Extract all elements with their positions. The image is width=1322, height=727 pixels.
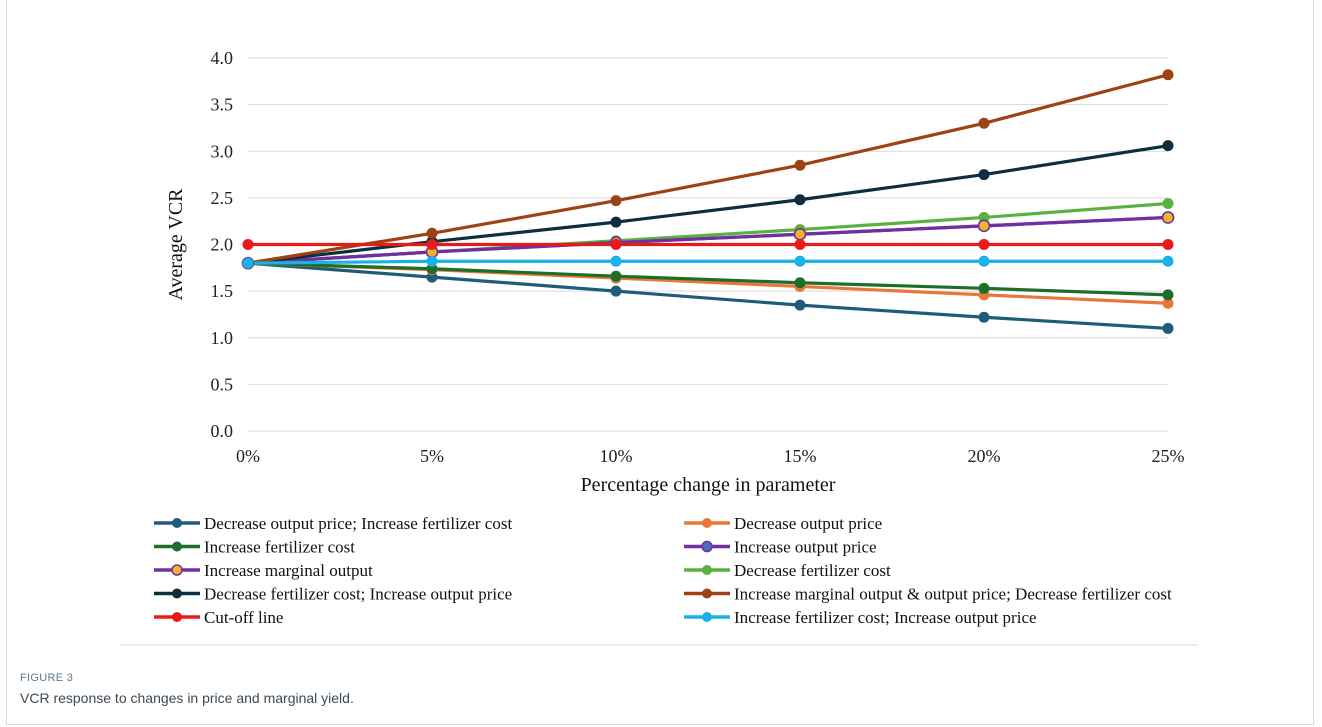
data-point: [978, 211, 990, 223]
y-tick-label: 0.0: [211, 421, 234, 441]
data-point: [794, 159, 806, 171]
data-point: [610, 216, 622, 228]
data-point: [426, 239, 438, 250]
data-point: [1162, 322, 1174, 334]
series-lines: [247, 73, 1169, 331]
series-markers: [241, 69, 1175, 334]
series-line: [247, 215, 1169, 265]
data-point: [794, 239, 806, 250]
figure-label: FIGURE 3: [20, 672, 74, 684]
figure-frame: [6, 0, 1314, 725]
data-point: [610, 195, 622, 207]
legend-label: Decrease fertilizer cost; Increase outpu…: [204, 585, 512, 604]
x-tick-labels: 0% 5% 10% 15% 20% 25%: [236, 446, 1185, 466]
legend-label: Decrease output price: [734, 514, 882, 533]
data-point: [978, 255, 990, 267]
legend-swatch-marker: [172, 518, 182, 528]
y-tick-label: 4.0: [211, 48, 234, 68]
legend-swatch-marker: [172, 588, 182, 599]
legend-swatch-marker: [172, 541, 182, 552]
y-tick-label: 1.0: [211, 328, 234, 348]
y-tick-label: 0.5: [211, 374, 234, 394]
data-point: [1162, 297, 1174, 309]
y-tick-label: 2.0: [211, 235, 234, 255]
legend-item: Cut-off line: [154, 608, 283, 627]
x-tick-label: 15%: [784, 446, 817, 466]
legend-item: Increase marginal output & output price;…: [684, 585, 1172, 604]
data-point: [426, 227, 438, 239]
data-point: [610, 239, 622, 250]
legend-item: Decrease fertilizer cost: [684, 561, 891, 580]
y-tick-label: 3.0: [211, 141, 234, 161]
legend-swatch-marker: [172, 612, 182, 622]
line-chart: 0.0 0.5 1.0 1.5 2.0 2.5 3.0 3.5 4.0 0% 5% 10% 15% 20…: [120, 48, 1198, 646]
data-point: [794, 194, 806, 206]
legend-item: Decrease fertilizer cost; Increase outpu…: [154, 585, 512, 604]
x-tick-label: 0%: [236, 446, 260, 466]
legend-item: Decrease output price; Increase fertiliz…: [154, 514, 512, 533]
data-point: [242, 257, 254, 269]
x-tick-label: 20%: [968, 446, 1001, 466]
y-tick-label: 1.5: [211, 281, 234, 301]
data-point: [794, 299, 806, 311]
data-point: [978, 282, 990, 294]
data-point: [1162, 140, 1174, 152]
legend: Decrease output price; Increase fertiliz…: [120, 514, 1198, 646]
data-point: [1162, 255, 1174, 267]
data-point: [794, 277, 806, 289]
data-point: [1162, 289, 1174, 301]
data-point: [610, 270, 622, 282]
legend-item: Increase marginal output: [154, 561, 373, 580]
data-point: [794, 255, 806, 267]
data-point: [610, 285, 622, 297]
y-tick-label: 2.5: [211, 188, 234, 208]
legend-swatch-marker: [702, 588, 712, 599]
data-point: [978, 311, 990, 323]
legend-item: Increase output price: [684, 538, 877, 557]
series-line: [247, 261, 1169, 297]
legend-label: Increase marginal output: [204, 561, 373, 580]
data-point: [1162, 69, 1174, 81]
x-tick-label: 25%: [1152, 446, 1185, 466]
legend-label: Increase fertilizer cost: [204, 538, 355, 557]
data-point: [610, 255, 622, 267]
legend-item: Decrease output price: [684, 514, 882, 533]
x-tick-label: 10%: [600, 446, 633, 466]
y-tick-labels: 0.0 0.5 1.0 1.5 2.0 2.5 3.0 3.5 4.0: [211, 48, 234, 441]
data-point: [978, 117, 990, 129]
data-point: [426, 255, 438, 267]
legend-swatch-marker: [701, 540, 713, 553]
legend-swatch-marker: [702, 565, 712, 575]
legend-swatch-marker: [702, 518, 712, 528]
legend-label: Increase fertilizer cost; Increase outpu…: [734, 608, 1037, 627]
y-tick-label: 3.5: [211, 95, 234, 115]
legend-swatch-marker: [702, 612, 712, 622]
data-point: [242, 239, 254, 250]
figure-caption: VCR response to changes in price and mar…: [20, 690, 354, 706]
data-point: [793, 227, 807, 241]
legend-label: Decrease fertilizer cost: [734, 561, 891, 580]
data-point: [1162, 197, 1174, 209]
series-line: [247, 259, 1168, 265]
data-point: [978, 239, 990, 250]
legend-item: Increase fertilizer cost; Increase outpu…: [684, 608, 1037, 627]
legend-label: Increase output price: [734, 538, 877, 557]
y-axis-title: Average VCR: [165, 188, 187, 301]
data-point: [977, 219, 991, 233]
x-axis-title: Percentage change in parameter: [581, 474, 836, 496]
legend-item: Increase fertilizer cost: [154, 538, 355, 557]
data-point: [1161, 211, 1175, 224]
data-point: [1162, 239, 1174, 250]
series-line: [247, 73, 1169, 265]
legend-swatch-marker: [171, 564, 183, 576]
legend-label: Increase marginal output & output price;…: [734, 585, 1172, 604]
legend-label: Decrease output price; Increase fertiliz…: [204, 514, 512, 533]
x-tick-label: 5%: [420, 446, 444, 466]
series-line: [247, 261, 1169, 331]
data-point: [978, 169, 990, 181]
legend-label: Cut-off line: [204, 608, 283, 627]
